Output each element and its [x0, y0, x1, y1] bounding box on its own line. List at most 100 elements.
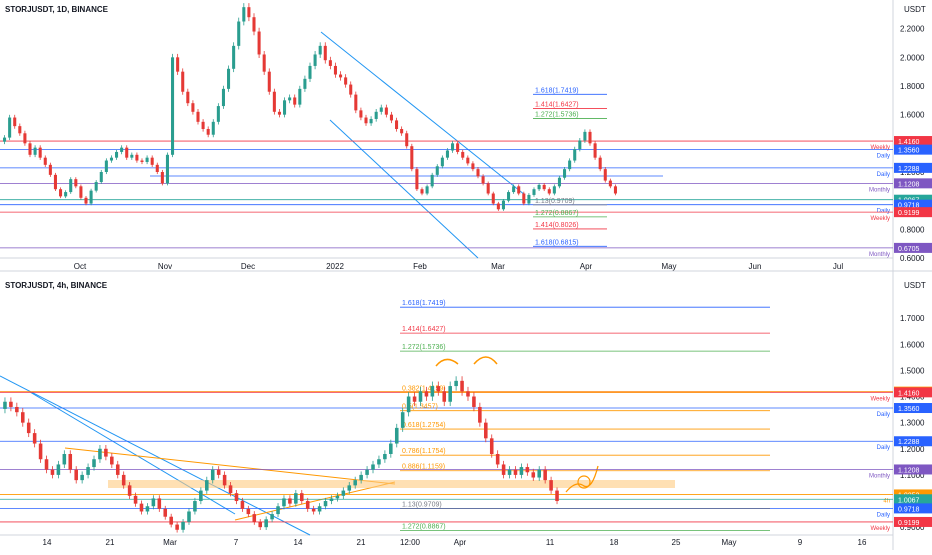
candle-body — [221, 88, 225, 107]
candle-body — [436, 386, 441, 392]
candle-body — [311, 508, 316, 512]
candle-body — [335, 495, 340, 499]
candle-body — [557, 177, 561, 187]
price-tag-label: 1.3560 — [898, 148, 920, 155]
fib-label: 0.886(1.1159) — [402, 464, 445, 471]
x-tick-label: Oct — [74, 262, 87, 271]
candle-body — [272, 91, 276, 112]
candle-body — [445, 150, 449, 158]
chart-title-1d: STORJUSDT, 1D, BINANCE — [5, 5, 109, 14]
candle-body — [305, 501, 310, 509]
level-label: Weekly — [870, 526, 890, 532]
candle-body — [222, 474, 227, 486]
x-tick-label: Jun — [749, 262, 762, 271]
candle-body — [151, 498, 156, 507]
candle-body — [318, 45, 322, 55]
candle-body — [53, 174, 57, 190]
candle-body — [270, 514, 274, 520]
level-label: Daily — [877, 445, 890, 451]
candle-body — [20, 412, 25, 423]
x-tick-label: 12:00 — [400, 538, 421, 547]
x-tick-label: Mar — [491, 262, 505, 271]
candle-body — [542, 184, 546, 190]
candle-body — [466, 391, 470, 397]
candle-body — [121, 474, 126, 486]
candle-body — [461, 151, 465, 158]
candle-body — [496, 203, 500, 210]
y-tick-label: 1.6000 — [900, 340, 925, 349]
price-tag — [894, 162, 932, 173]
price-tag — [894, 136, 932, 147]
candle-body — [379, 107, 383, 112]
price-tag — [894, 199, 932, 210]
candle-body — [94, 182, 98, 191]
candle-body — [257, 31, 261, 55]
candle-body — [552, 186, 556, 194]
candle-body — [430, 386, 435, 397]
candle-body — [199, 490, 203, 502]
candle-body — [349, 84, 353, 95]
x-tick-label: May — [661, 262, 676, 271]
candle-body — [9, 401, 13, 407]
candle-body — [359, 474, 363, 481]
candle-body — [347, 485, 352, 491]
candle-body — [308, 65, 312, 79]
candle-body — [608, 180, 612, 187]
chart-title-4h: STORJUSDT, 4h, BINANCE — [5, 281, 108, 290]
fib-label: 1.414(1.6427) — [535, 102, 579, 109]
candle-body — [288, 498, 292, 504]
candle-body — [359, 110, 363, 118]
candle-body — [155, 164, 159, 172]
candle-body — [531, 472, 536, 478]
price-tag — [894, 403, 932, 414]
x-tick-label: Mar — [163, 538, 177, 547]
candle-body — [507, 469, 512, 475]
fib-label: 1.272(1.5736) — [535, 111, 579, 118]
candle-body — [369, 118, 373, 124]
candle-body — [478, 406, 482, 423]
level-label: Monthly — [869, 473, 890, 479]
candle-body — [246, 508, 251, 515]
candle-body — [211, 121, 215, 135]
candle-body — [187, 511, 191, 522]
candle-body — [341, 490, 346, 496]
candle-body — [3, 401, 7, 409]
candle-body — [294, 493, 298, 504]
candle-body — [150, 157, 154, 165]
candle-body — [323, 45, 327, 61]
candle-body — [110, 456, 114, 465]
candle-body — [313, 54, 317, 66]
candle-body — [415, 169, 419, 190]
y-tick-label: 1.2000 — [900, 445, 925, 454]
candle-body — [371, 464, 375, 470]
fib-label: 1.13(0.9709) — [402, 502, 442, 509]
fib-label: 1.272(1.5736) — [402, 344, 446, 351]
candle-body — [522, 193, 526, 204]
candle-body — [344, 77, 348, 85]
candle-body — [79, 186, 83, 198]
candle-body — [234, 493, 239, 502]
candle-body — [365, 469, 369, 475]
candle-body — [98, 448, 102, 460]
y-tick-label: 1.7000 — [900, 314, 925, 323]
fib-label: 0.382(1.4159) — [402, 385, 446, 392]
candle-body — [38, 443, 43, 460]
arrow-drawing-right — [473, 356, 498, 365]
candle-body — [460, 380, 464, 392]
candle-body — [466, 157, 470, 164]
x-tick-label: 14 — [294, 538, 303, 547]
fib-label: 1.618(0.6815) — [535, 239, 579, 246]
candle-body — [549, 480, 553, 491]
level-label: Daily — [877, 154, 890, 160]
candle-body — [481, 176, 485, 184]
candle-body — [486, 183, 490, 194]
candle-body — [104, 448, 108, 457]
candle-body — [613, 186, 617, 194]
candle-body — [323, 501, 328, 507]
candle-body — [424, 391, 429, 397]
candle-body — [573, 149, 577, 161]
fib-label: 1.414(1.6427) — [402, 326, 446, 333]
candle-body — [252, 17, 256, 32]
price-tag — [894, 178, 932, 189]
candle-body — [472, 396, 476, 407]
